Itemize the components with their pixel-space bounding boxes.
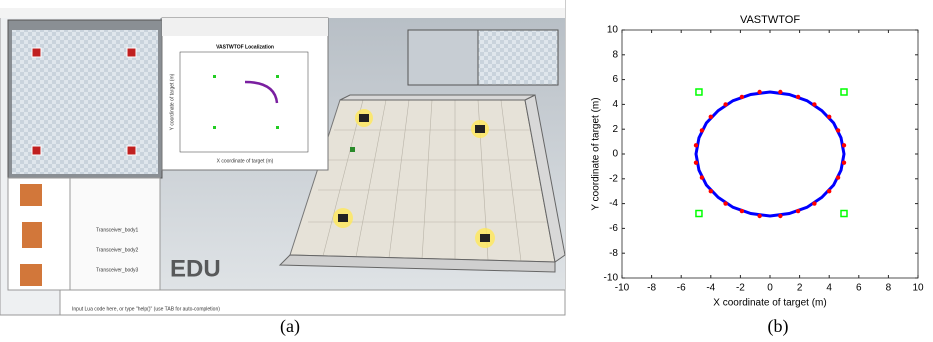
chart-title: VASTWTOF bbox=[740, 14, 800, 26]
y-tick-label: -8 bbox=[609, 248, 618, 259]
figure-title: VASTWTOF Localization bbox=[216, 44, 274, 50]
y-tick-label: -10 bbox=[604, 273, 619, 284]
estimate-marker bbox=[709, 115, 713, 119]
camera-view bbox=[478, 30, 558, 85]
estimate-marker bbox=[723, 201, 727, 205]
figure-xlabel: X coordinate of target (m) bbox=[217, 158, 274, 164]
y-tick-label: -4 bbox=[609, 198, 618, 209]
estimate-marker bbox=[757, 214, 761, 218]
y-tick-label: 2 bbox=[612, 124, 618, 135]
estimate-marker bbox=[796, 95, 800, 99]
estimate-marker bbox=[694, 143, 698, 147]
caption: (a) bbox=[280, 316, 300, 337]
estimate-marker bbox=[778, 214, 782, 218]
x-tick-label: -2 bbox=[736, 283, 745, 294]
figure-axes bbox=[180, 52, 308, 152]
target bbox=[350, 147, 355, 152]
x-tick-label: 4 bbox=[826, 283, 832, 294]
y-tick-label: 10 bbox=[607, 25, 619, 36]
title-bar bbox=[0, 0, 565, 8]
estimate-marker bbox=[796, 209, 800, 213]
caption: (b) bbox=[768, 316, 789, 337]
estimate-marker bbox=[757, 90, 761, 94]
x-axis-label: X coordinate of target (m) bbox=[713, 298, 826, 309]
figure: EDU VASTWTOF Localization X coordinate o… bbox=[0, 0, 933, 342]
estimate-marker bbox=[812, 201, 816, 205]
y-axis-label: Y coordinate of target (m) bbox=[591, 97, 602, 210]
tree-item: Transceiver_body1 bbox=[96, 227, 139, 233]
x-tick-label: 2 bbox=[797, 283, 803, 294]
chart: VASTWTOF X coordinate of target (m) Y co… bbox=[591, 14, 924, 309]
estimate-marker bbox=[836, 128, 840, 132]
estimate-marker bbox=[700, 128, 704, 132]
x-tick-label: -10 bbox=[615, 283, 630, 294]
estimate-marker bbox=[740, 95, 744, 99]
y-tick-label: 0 bbox=[612, 149, 618, 160]
toolbar bbox=[0, 8, 565, 18]
x-tick-label: -6 bbox=[677, 283, 686, 294]
y-tick-label: -6 bbox=[609, 223, 618, 234]
y-tick-label: -2 bbox=[609, 173, 618, 184]
screenshot: EDU VASTWTOF Localization X coordinate o… bbox=[0, 0, 565, 315]
y-tick-label: 8 bbox=[612, 49, 618, 60]
estimate-marker bbox=[694, 160, 698, 164]
wall bbox=[340, 95, 535, 100]
tree-item: Transceiver_body3 bbox=[96, 267, 139, 273]
x-tick-label: 6 bbox=[856, 283, 862, 294]
estimate-marker bbox=[778, 90, 782, 94]
watermark: EDU bbox=[170, 255, 221, 282]
estimate-marker bbox=[700, 175, 704, 179]
estimate-marker bbox=[812, 102, 816, 106]
x-tick-label: 10 bbox=[912, 283, 924, 294]
tree-item: Transceiver_body2 bbox=[96, 247, 139, 253]
camera-view bbox=[408, 30, 478, 85]
x-tick-label: 0 bbox=[767, 283, 773, 294]
x-tick-label: 8 bbox=[886, 283, 892, 294]
estimate-marker bbox=[827, 115, 831, 119]
estimate-marker bbox=[827, 189, 831, 193]
y-tick-label: 6 bbox=[612, 74, 618, 85]
x-tick-label: -8 bbox=[647, 283, 656, 294]
figure-ylabel: Y coordinate of target (m) bbox=[169, 73, 175, 130]
x-tick-label: -4 bbox=[706, 283, 715, 294]
robot-icons bbox=[20, 184, 42, 286]
estimate-marker bbox=[836, 175, 840, 179]
estimate-marker bbox=[723, 102, 727, 106]
estimate-marker bbox=[709, 189, 713, 193]
estimate-marker bbox=[842, 160, 846, 164]
console-input[interactable]: Input Lua code here, or type "help()" (u… bbox=[72, 306, 220, 312]
y-tick-label: 4 bbox=[612, 99, 618, 110]
plot-area bbox=[622, 30, 918, 278]
estimate-marker bbox=[740, 209, 744, 213]
estimate-marker bbox=[842, 143, 846, 147]
figure-toolbar bbox=[162, 18, 328, 36]
